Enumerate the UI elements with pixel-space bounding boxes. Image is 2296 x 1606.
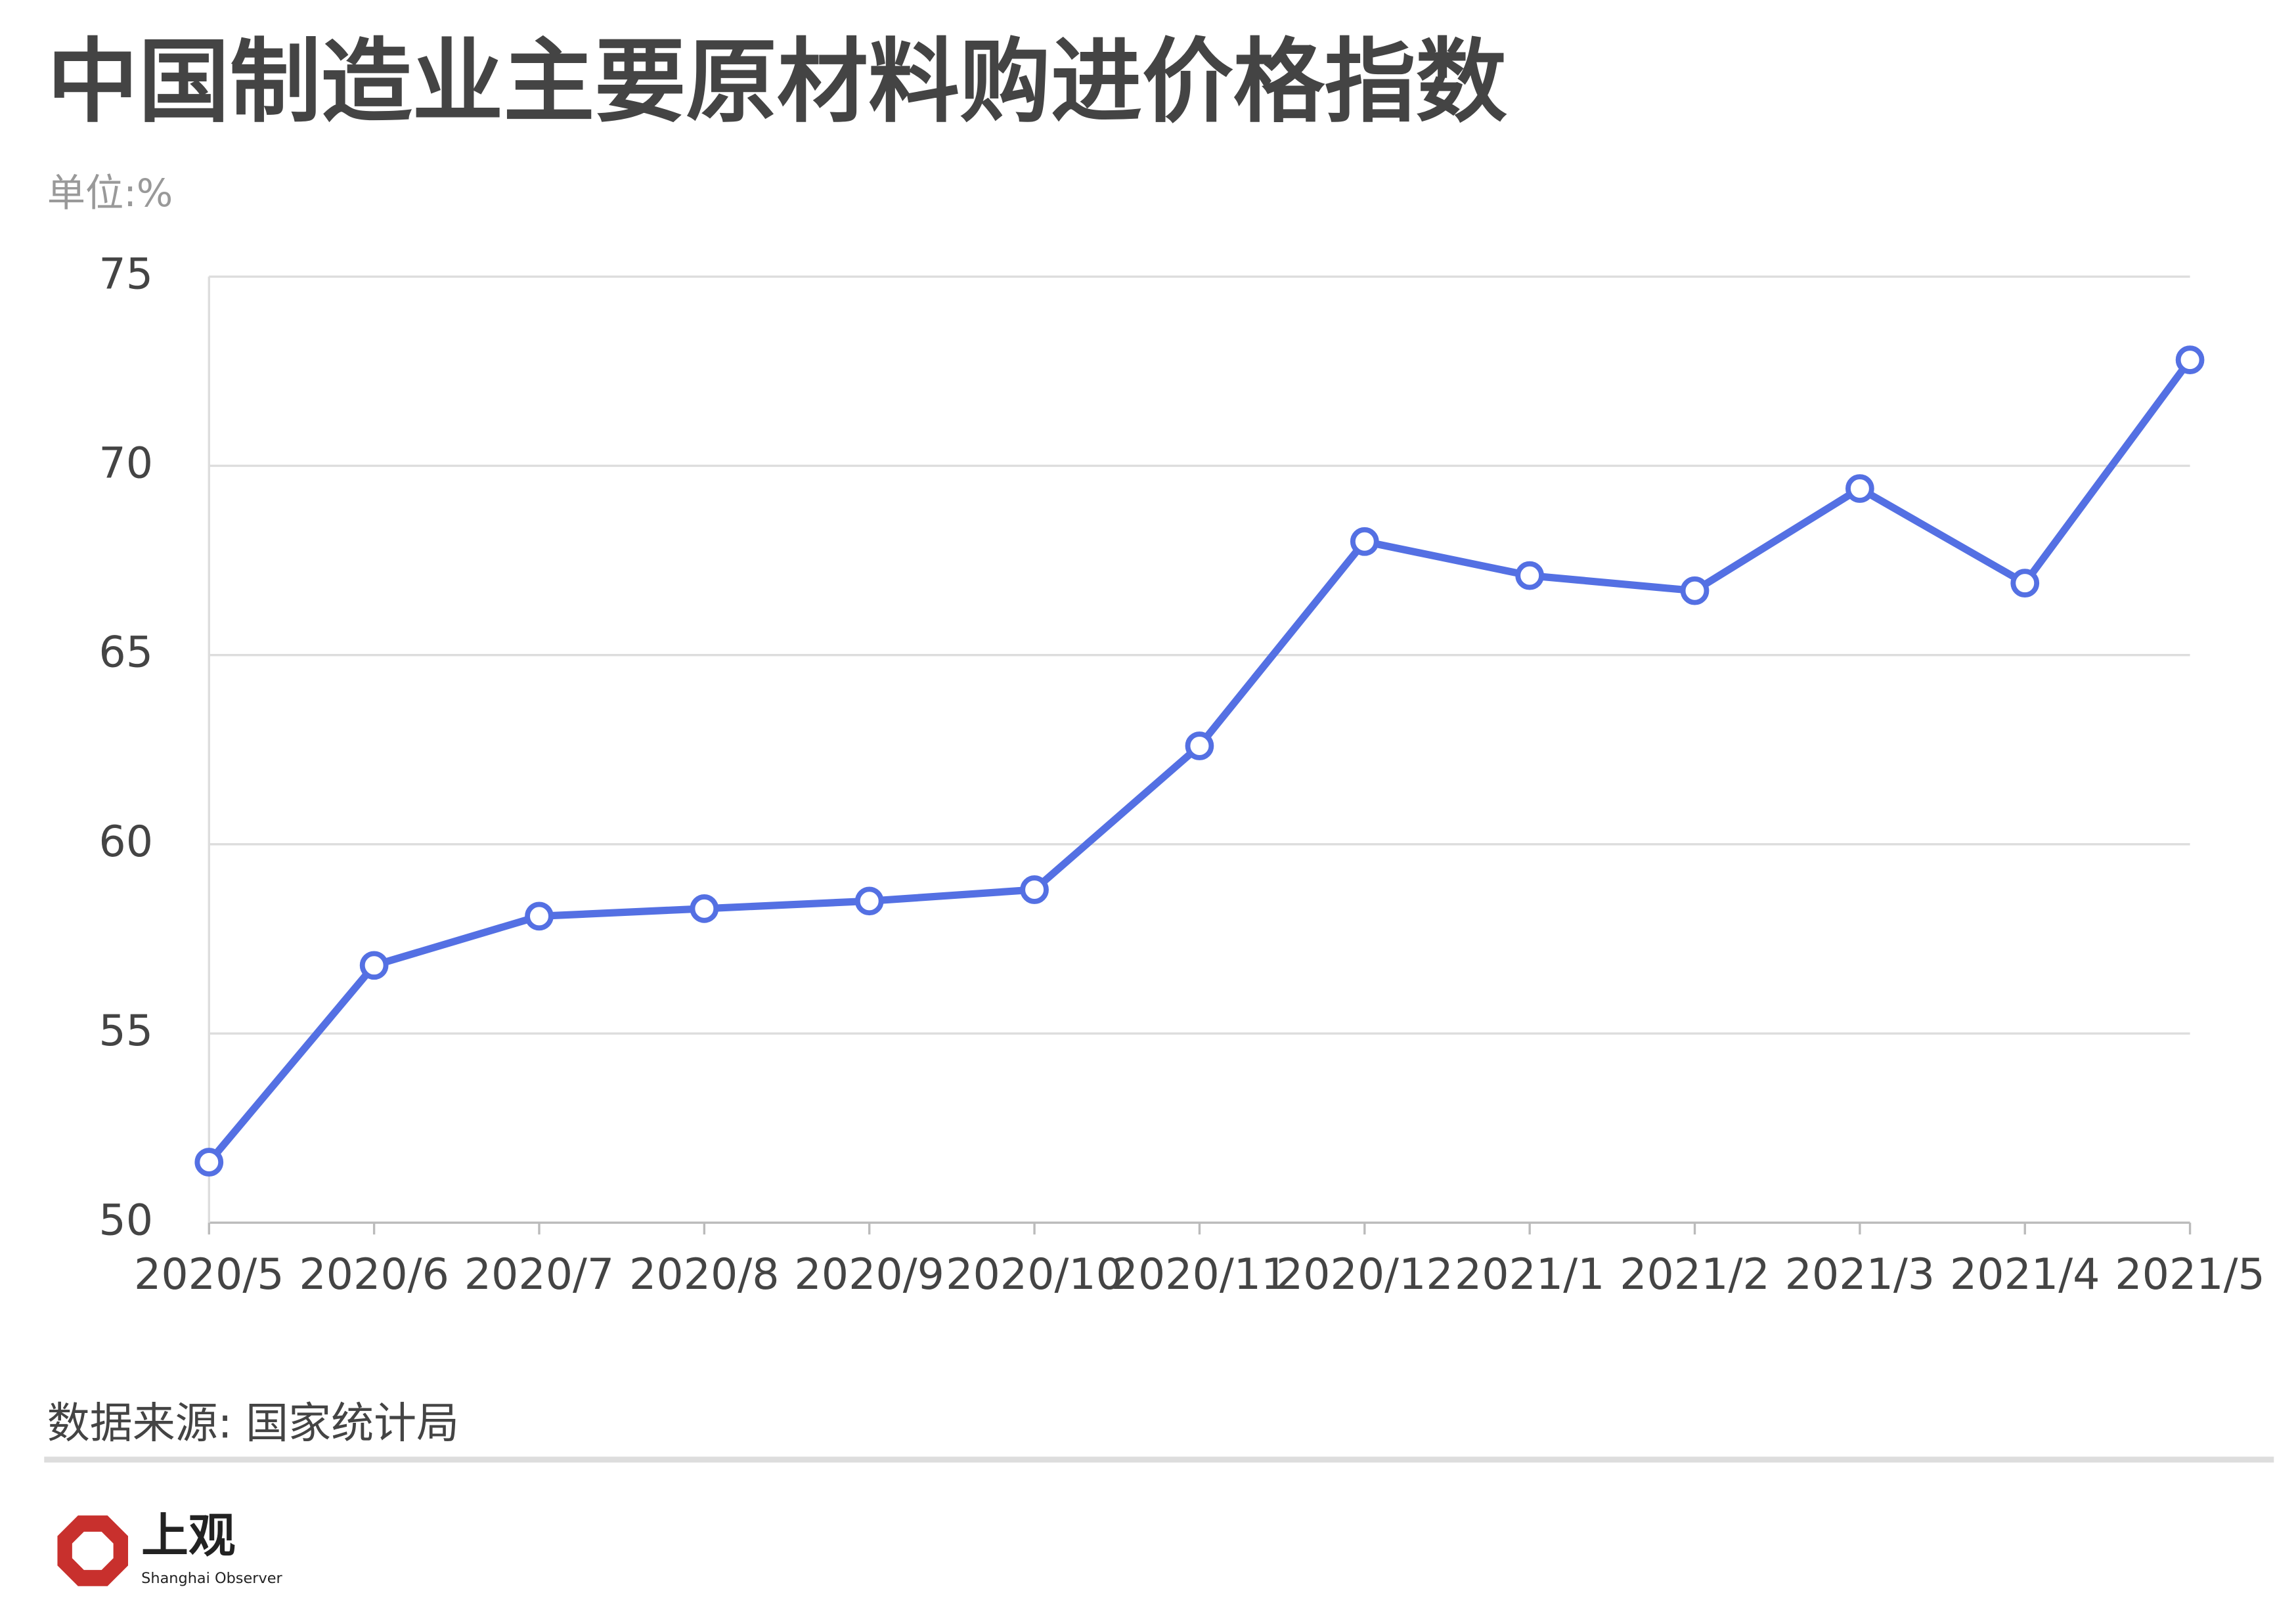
logo-mark-inner xyxy=(72,1531,114,1571)
x-tick-label: 2020/7 xyxy=(464,1250,615,1299)
source-note: 数据来源: 国家统计局 xyxy=(47,1399,459,1448)
x-tick-label: 2021/5 xyxy=(2115,1250,2265,1299)
data-point xyxy=(1515,561,1545,590)
data-point xyxy=(1350,527,1379,556)
chart-title: 中国制造业主要原材料购进价格指数 xyxy=(47,29,1507,135)
x-tick-label: 2021/3 xyxy=(1785,1250,1935,1299)
x-tick-label: 2020/6 xyxy=(299,1250,449,1299)
y-tick-label: 70 xyxy=(99,439,153,488)
x-tick-label: 2020/11 xyxy=(1111,1250,1288,1299)
x-tick-label: 2021/1 xyxy=(1455,1250,1605,1299)
logo: 上观 Shanghai Observer xyxy=(57,1508,282,1587)
logo-name: 上观 xyxy=(141,1508,235,1563)
data-point xyxy=(2175,345,2205,374)
data-point xyxy=(1185,731,1214,760)
data-point xyxy=(854,886,884,916)
x-tick-label: 2020/8 xyxy=(629,1250,780,1299)
data-point xyxy=(194,1148,224,1177)
x-tick-label: 2021/4 xyxy=(1950,1250,2100,1299)
data-point xyxy=(1680,576,1710,605)
data-point xyxy=(359,951,389,980)
data-point xyxy=(525,901,554,931)
y-tick-label: 75 xyxy=(99,250,153,299)
data-point xyxy=(690,894,719,923)
x-tick-label: 2020/9 xyxy=(794,1250,944,1299)
x-tick-label: 2020/5 xyxy=(134,1250,284,1299)
unit-label: 单位:% xyxy=(47,171,173,215)
y-tick-label: 50 xyxy=(99,1196,153,1245)
y-tick-label: 55 xyxy=(99,1007,153,1056)
x-tick-label: 2020/10 xyxy=(946,1250,1123,1299)
data-point xyxy=(1020,875,1049,904)
data-line xyxy=(206,357,2194,1165)
x-tick-label: 2021/2 xyxy=(1620,1250,1770,1299)
y-tick-label: 65 xyxy=(99,628,153,678)
x-tick-label: 2020/12 xyxy=(1276,1250,1453,1299)
data-point xyxy=(1845,474,1874,503)
data-point xyxy=(2010,569,2040,598)
y-tick-label: 60 xyxy=(99,817,153,867)
logo-tagline: Shanghai Observer xyxy=(141,1570,282,1587)
